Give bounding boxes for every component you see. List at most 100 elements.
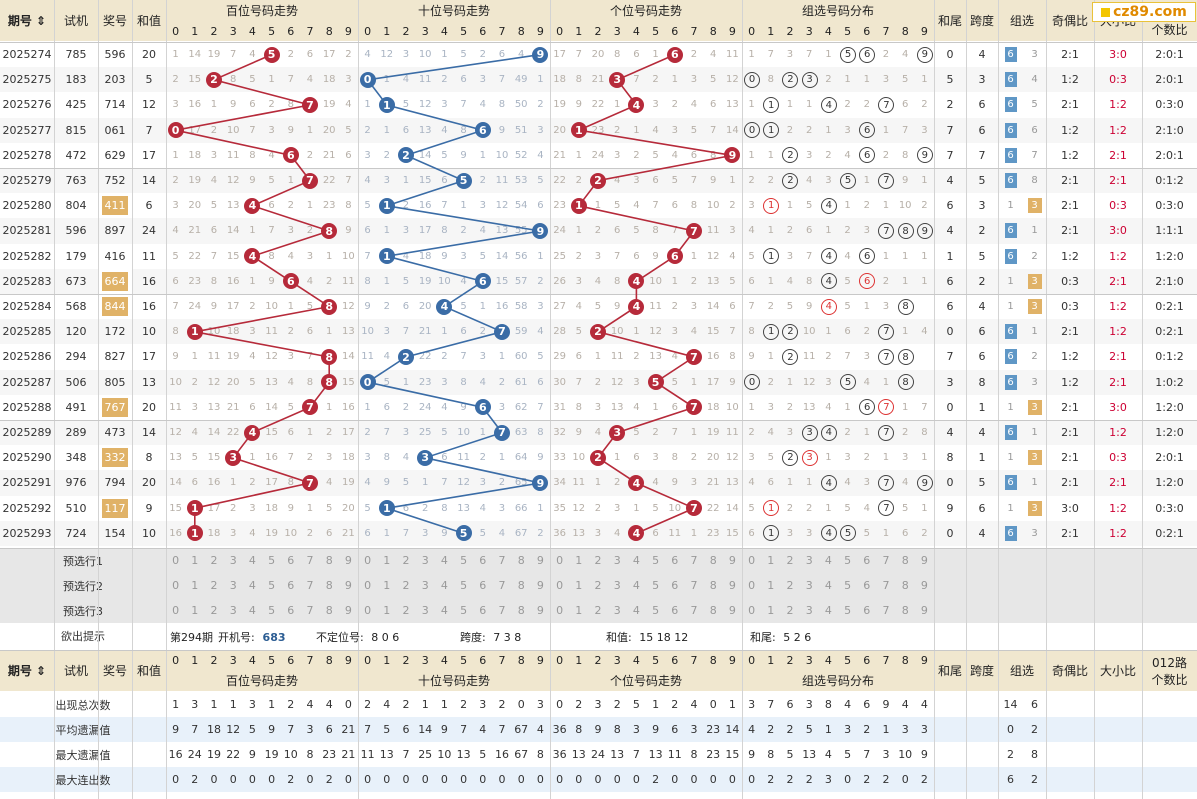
- preselect-digit[interactable]: 8: [319, 598, 339, 623]
- preselect-digit[interactable]: 0: [742, 548, 762, 573]
- preselect-digit[interactable]: 4: [434, 573, 454, 598]
- preselect-digit[interactable]: 7: [684, 573, 704, 598]
- preselect-digit[interactable]: 4: [626, 573, 646, 598]
- preselect-digit[interactable]: 6: [665, 548, 685, 573]
- preselect-digit[interactable]: 9: [530, 548, 550, 573]
- preselect-digit[interactable]: 7: [300, 598, 320, 623]
- preselect-digit[interactable]: 9: [914, 573, 934, 598]
- preselect-digit[interactable]: 4: [434, 548, 454, 573]
- preselect-digit[interactable]: 2: [204, 548, 224, 573]
- preselect-digit[interactable]: 7: [876, 573, 896, 598]
- preselect-digit[interactable]: 1: [569, 548, 589, 573]
- preselect-digit[interactable]: 1: [761, 598, 781, 623]
- preselect-digit[interactable]: 1: [569, 598, 589, 623]
- preselect-digit[interactable]: 3: [415, 598, 435, 623]
- preselect-digit[interactable]: 7: [876, 548, 896, 573]
- preselect-digit[interactable]: 1: [377, 573, 397, 598]
- preselect-digit[interactable]: 9: [338, 598, 358, 623]
- preselect-digit[interactable]: 0: [358, 598, 378, 623]
- preselect-digit[interactable]: 5: [262, 573, 282, 598]
- preselect-digit[interactable]: 7: [300, 548, 320, 573]
- preselect-digit[interactable]: 8: [511, 548, 531, 573]
- preselect-digit[interactable]: 8: [319, 573, 339, 598]
- preselect-digit[interactable]: 9: [914, 598, 934, 623]
- preselect-digit[interactable]: 0: [550, 548, 570, 573]
- preselect-digit[interactable]: 3: [799, 548, 819, 573]
- preselect-digit[interactable]: 5: [838, 573, 858, 598]
- preselect-digit[interactable]: 4: [818, 598, 838, 623]
- preselect-digit[interactable]: 0: [358, 573, 378, 598]
- preselect-digit[interactable]: 4: [242, 598, 262, 623]
- preselect-digit[interactable]: 2: [396, 573, 416, 598]
- preselect-digit[interactable]: 9: [338, 548, 358, 573]
- preselect-digit[interactable]: 5: [454, 598, 474, 623]
- preselect-digit[interactable]: 8: [895, 573, 915, 598]
- preselect-digit[interactable]: 4: [818, 548, 838, 573]
- preselect-digit[interactable]: 2: [204, 598, 224, 623]
- header-issue[interactable]: 期号 ⇕: [0, 0, 54, 41]
- preselect-digit[interactable]: 1: [377, 598, 397, 623]
- preselect-digit[interactable]: 0: [742, 598, 762, 623]
- site-logo[interactable]: cz89.com: [1092, 2, 1196, 22]
- preselect-digit[interactable]: 0: [550, 573, 570, 598]
- preselect-digit[interactable]: 9: [722, 573, 742, 598]
- preselect-digit[interactable]: 2: [780, 598, 800, 623]
- preselect-digit[interactable]: 3: [607, 598, 627, 623]
- preselect-digit[interactable]: 3: [799, 573, 819, 598]
- preselect-digit[interactable]: 8: [511, 573, 531, 598]
- preselect-digit[interactable]: 8: [895, 598, 915, 623]
- preselect-digit[interactable]: 3: [223, 573, 243, 598]
- preselect-digit[interactable]: 5: [838, 598, 858, 623]
- preselect-digit[interactable]: 4: [626, 598, 646, 623]
- preselect-digit[interactable]: 6: [665, 598, 685, 623]
- preselect-digit[interactable]: 8: [703, 598, 723, 623]
- preselect-digit[interactable]: 2: [780, 573, 800, 598]
- preselect-digit[interactable]: 1: [185, 548, 205, 573]
- preselect-digit[interactable]: 4: [242, 548, 262, 573]
- preselect-digit[interactable]: 3: [415, 548, 435, 573]
- preselect-digit[interactable]: 4: [242, 573, 262, 598]
- preselect-digit[interactable]: 5: [262, 548, 282, 573]
- preselect-digit[interactable]: 9: [530, 573, 550, 598]
- preselect-digit[interactable]: 1: [185, 573, 205, 598]
- preselect-digit[interactable]: 6: [281, 548, 301, 573]
- preselect-digit[interactable]: 4: [626, 548, 646, 573]
- preselect-digit[interactable]: 5: [646, 548, 666, 573]
- preselect-digit[interactable]: 7: [876, 598, 896, 623]
- preselect-digit[interactable]: 3: [223, 548, 243, 573]
- preselect-digit[interactable]: 6: [281, 598, 301, 623]
- preselect-digit[interactable]: 0: [550, 598, 570, 623]
- preselect-digit[interactable]: 2: [588, 573, 608, 598]
- preselect-digit[interactable]: 3: [415, 573, 435, 598]
- preselect-digit[interactable]: 6: [281, 573, 301, 598]
- preselect-digit[interactable]: 1: [185, 598, 205, 623]
- preselect-digit[interactable]: 3: [799, 598, 819, 623]
- preselect-digit[interactable]: 1: [377, 548, 397, 573]
- preselect-digit[interactable]: 0: [358, 548, 378, 573]
- preselect-digit[interactable]: 9: [722, 548, 742, 573]
- preselect-digit[interactable]: 5: [454, 573, 474, 598]
- preselect-digit[interactable]: 7: [684, 548, 704, 573]
- preselect-digit[interactable]: 2: [780, 548, 800, 573]
- preselect-digit[interactable]: 2: [204, 573, 224, 598]
- preselect-digit[interactable]: 8: [703, 548, 723, 573]
- preselect-digit[interactable]: 8: [319, 548, 339, 573]
- preselect-digit[interactable]: 5: [454, 548, 474, 573]
- preselect-digit[interactable]: 6: [857, 548, 877, 573]
- preselect-digit[interactable]: 5: [646, 573, 666, 598]
- preselect-digit[interactable]: 6: [665, 573, 685, 598]
- preselect-digit[interactable]: 2: [588, 548, 608, 573]
- preselect-digit[interactable]: 0: [166, 548, 186, 573]
- preselect-digit[interactable]: 9: [530, 598, 550, 623]
- preselect-digit[interactable]: 6: [857, 598, 877, 623]
- preselect-digit[interactable]: 2: [396, 598, 416, 623]
- preselect-digit[interactable]: 2: [396, 548, 416, 573]
- preselect-digit[interactable]: 1: [761, 573, 781, 598]
- preselect-digit[interactable]: 6: [473, 573, 493, 598]
- preselect-digit[interactable]: 3: [223, 598, 243, 623]
- preselect-digit[interactable]: 5: [262, 598, 282, 623]
- preselect-digit[interactable]: 8: [895, 548, 915, 573]
- preselect-digit[interactable]: 9: [722, 598, 742, 623]
- preselect-digit[interactable]: 1: [569, 573, 589, 598]
- preselect-digit[interactable]: 3: [607, 548, 627, 573]
